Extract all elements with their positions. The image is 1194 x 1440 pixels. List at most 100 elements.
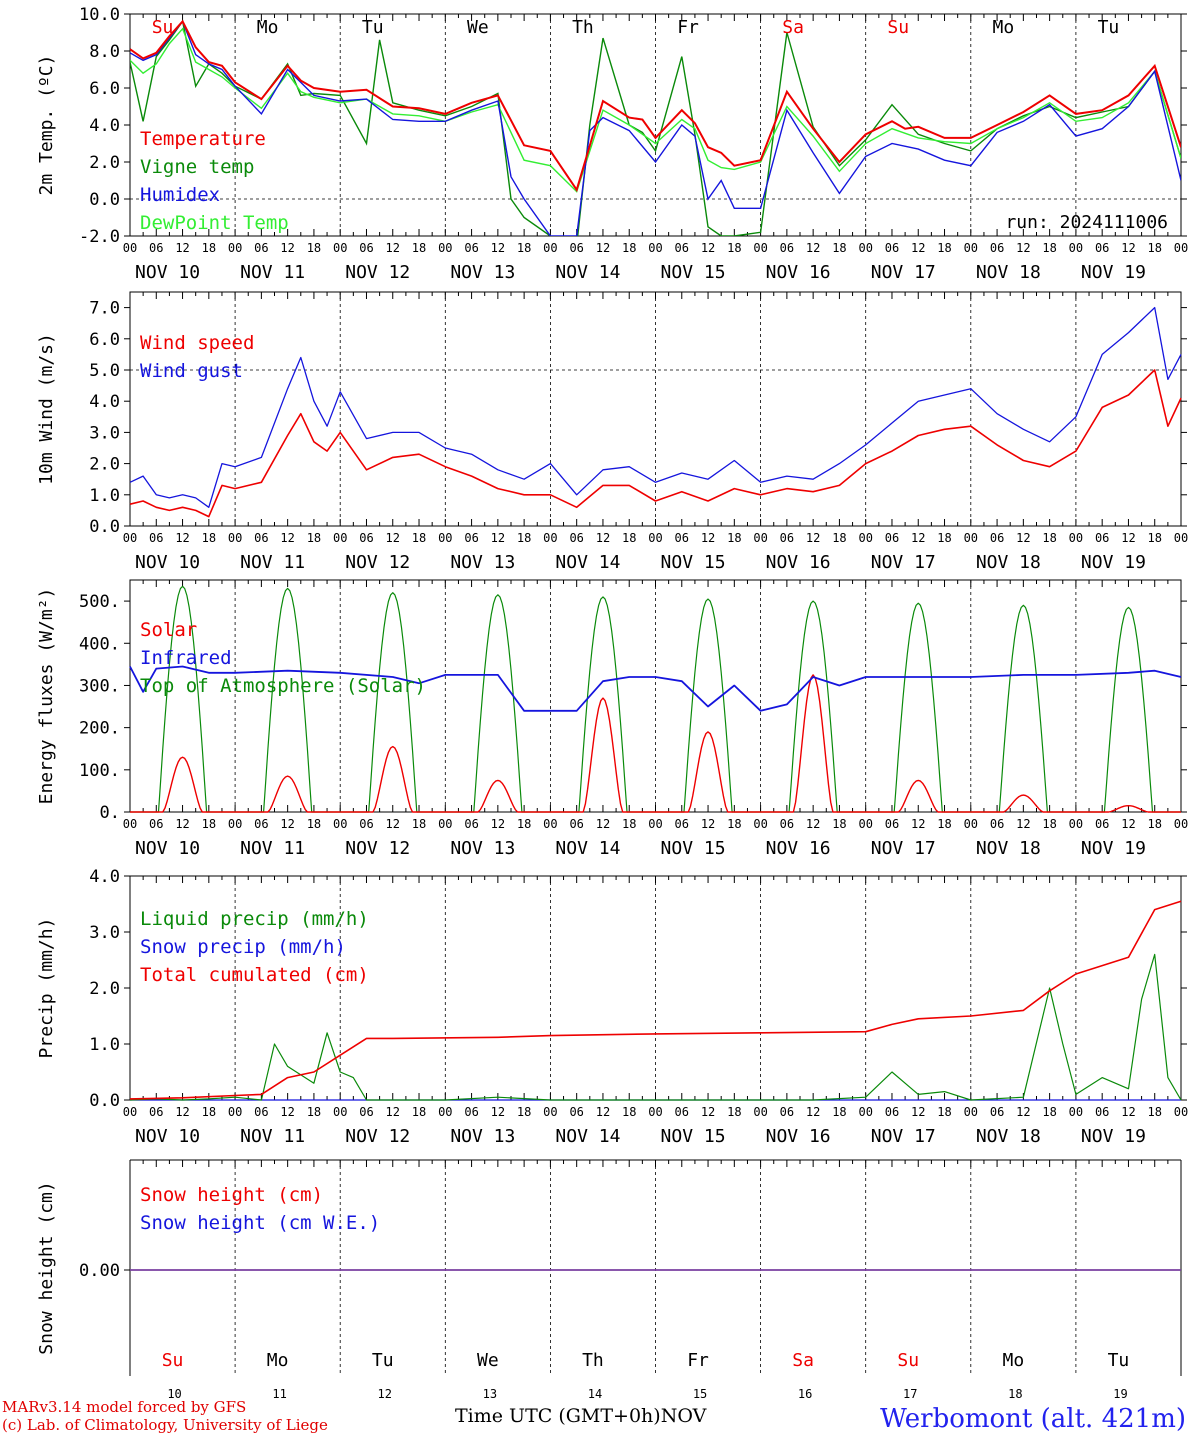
legend-temperature: Temperature [140, 128, 266, 150]
day-name-label: Su [887, 17, 909, 38]
date-label: NOV 14 [555, 262, 620, 283]
hour-tick-label: 00 [1174, 531, 1188, 545]
day-name-label: Su [162, 1350, 184, 1371]
day-name-label: Sa [782, 17, 804, 38]
date-label: NOV 16 [766, 838, 831, 859]
hour-tick-label: 00 [438, 241, 452, 255]
hour-tick-label: 00 [1174, 817, 1188, 831]
toa-solar-line [865, 602, 971, 813]
hour-tick-label: 06 [675, 817, 689, 831]
hour-tick-label: 18 [1147, 531, 1161, 545]
hour-tick-label: 00 [648, 241, 662, 255]
hour-tick-label: 12 [701, 241, 715, 255]
y-axis-label: 10m Wind (m/s) [36, 333, 57, 485]
y-tick-label: 200. [79, 719, 120, 739]
hour-tick-label: 06 [464, 241, 478, 255]
hour-tick-label: 12 [491, 1105, 505, 1119]
date-label: NOV 15 [661, 1126, 726, 1147]
date-label: NOV 15 [661, 552, 726, 573]
hour-tick-label: 00 [1174, 1105, 1188, 1119]
hour-tick-label: 18 [307, 531, 321, 545]
solar-line [1075, 805, 1181, 813]
y-tick-label: 0.0 [89, 190, 120, 210]
hour-tick-label: 06 [780, 1105, 794, 1119]
hour-tick-label: 06 [569, 1105, 583, 1119]
hour-tick-label: 12 [280, 531, 294, 545]
series-red [130, 19, 1181, 193]
y-tick-label: 300. [79, 676, 120, 696]
y-axis-label: Precip (mm/h) [36, 918, 57, 1059]
hour-tick-label: 00 [648, 531, 662, 545]
hour-tick-label: 18 [1147, 817, 1161, 831]
hour-tick-label: 18 [517, 531, 531, 545]
day-number-label: 15 [693, 1387, 707, 1401]
hour-tick-label: 12 [701, 1105, 715, 1119]
hour-tick-label: 00 [438, 531, 452, 545]
hour-tick-label: 06 [569, 531, 583, 545]
credit-line-1: MARv3.14 model forced by GFS [2, 1398, 247, 1416]
hour-tick-label: 06 [885, 241, 899, 255]
hour-tick-label: 18 [622, 531, 636, 545]
date-label: NOV 15 [661, 838, 726, 859]
hour-tick-label: 06 [990, 241, 1004, 255]
hour-tick-label: 18 [202, 531, 216, 545]
date-label: NOV 19 [1081, 1126, 1146, 1147]
hour-tick-label: 00 [753, 531, 767, 545]
hour-tick-label: 00 [964, 817, 978, 831]
hour-tick-label: 00 [333, 241, 347, 255]
date-label: NOV 11 [240, 262, 305, 283]
hour-tick-label: 00 [333, 531, 347, 545]
toa-solar-line [760, 600, 866, 813]
hour-tick-label: 12 [175, 1105, 189, 1119]
hour-tick-label: 06 [675, 531, 689, 545]
hour-tick-label: 12 [280, 241, 294, 255]
date-label: NOV 15 [661, 262, 726, 283]
legend-snow-height-cm-: Snow height (cm) [140, 1184, 323, 1206]
hour-tick-label: 18 [727, 1105, 741, 1119]
hour-tick-label: 12 [280, 817, 294, 831]
hour-tick-label: 18 [1147, 1105, 1161, 1119]
y-tick-label: 5.0 [89, 361, 120, 381]
credits: MARv3.14 model forced by GFS (c) Lab. of… [2, 1398, 328, 1434]
y-tick-label: 2.0 [89, 153, 120, 173]
hour-tick-label: 12 [596, 1105, 610, 1119]
solar-line [130, 756, 236, 813]
hour-tick-label: 18 [307, 241, 321, 255]
hour-tick-label: 00 [543, 531, 557, 545]
hour-tick-label: 06 [569, 817, 583, 831]
hour-tick-label: 06 [990, 531, 1004, 545]
day-name-label: Tu [362, 17, 384, 38]
hour-tick-label: 00 [964, 241, 978, 255]
hour-tick-label: 00 [228, 1105, 242, 1119]
y-tick-label: 6.0 [89, 330, 120, 350]
hour-tick-label: 00 [123, 817, 137, 831]
y-tick-label: 4.0 [89, 116, 120, 136]
hour-tick-label: 12 [1016, 1105, 1030, 1119]
hour-tick-label: 12 [1121, 1105, 1135, 1119]
hour-tick-label: 18 [1042, 241, 1056, 255]
date-label: NOV 11 [240, 552, 305, 573]
solar-line [340, 745, 446, 813]
hour-tick-label: 06 [1095, 531, 1109, 545]
hour-tick-label: 00 [1174, 241, 1188, 255]
hour-tick-label: 06 [254, 241, 268, 255]
hour-tick-label: 00 [753, 817, 767, 831]
station-name: Werbomont (alt. 421m) [880, 1404, 1186, 1434]
day-number-label: 11 [272, 1387, 286, 1401]
day-name-label: Tu [1098, 17, 1120, 38]
hour-tick-label: 06 [254, 817, 268, 831]
date-label: NOV 10 [135, 838, 200, 859]
date-label: NOV 17 [871, 552, 936, 573]
hour-tick-label: 12 [1016, 241, 1030, 255]
toa-solar-line [550, 596, 656, 813]
legend-liquid-precip-mm-h-: Liquid precip (mm/h) [140, 908, 369, 930]
hour-tick-label: 00 [1069, 531, 1083, 545]
hour-tick-label: 12 [911, 241, 925, 255]
series-lightgreen [130, 27, 1181, 193]
date-label: NOV 11 [240, 838, 305, 859]
hour-tick-label: 06 [149, 531, 163, 545]
hour-tick-label: 18 [202, 241, 216, 255]
date-label: NOV 19 [1081, 838, 1146, 859]
hour-tick-label: 12 [806, 1105, 820, 1119]
hour-tick-label: 00 [228, 817, 242, 831]
